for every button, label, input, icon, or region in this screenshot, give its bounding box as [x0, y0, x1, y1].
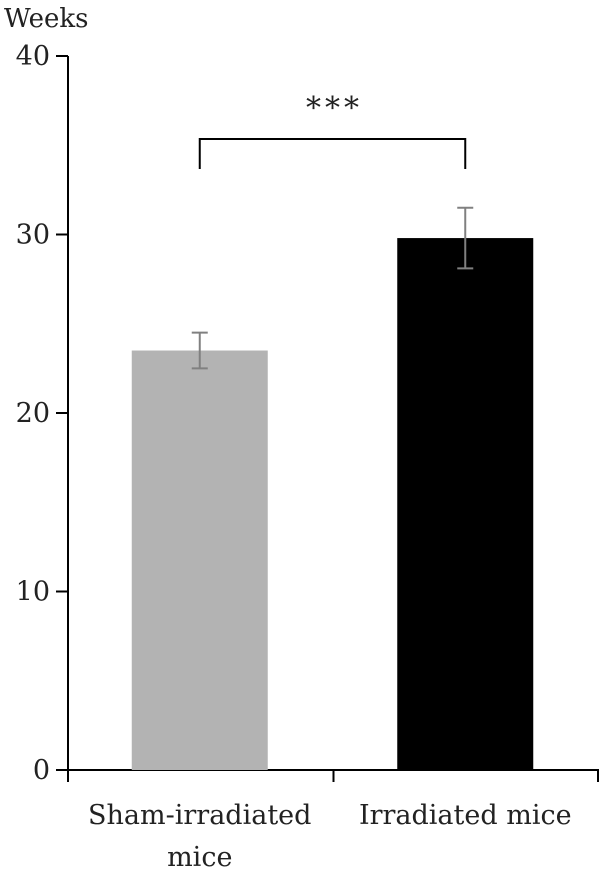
category-label: Sham-irradiated [88, 800, 311, 831]
y-tick-label: 40 [16, 41, 50, 72]
significance-bracket-line [198, 138, 467, 169]
category-labels: Sham-irradiated mice Irradiated mice [88, 800, 572, 872]
significance-bracket: *** [198, 91, 467, 169]
y-tick-label: 20 [16, 398, 50, 429]
bar [131, 350, 268, 770]
y-tick-label: 30 [16, 220, 50, 251]
y-axis: 0 10 20 30 40 [16, 41, 69, 786]
x-axis [67, 769, 599, 782]
y-tick-label: 10 [16, 577, 50, 608]
significance-marker: *** [306, 91, 363, 126]
category-label: Irradiated mice [359, 800, 572, 831]
bar [397, 238, 534, 770]
error-bars [191, 206, 474, 370]
y-tick-label: 0 [33, 755, 50, 786]
bars [131, 238, 534, 770]
category-label: mice [167, 842, 232, 872]
y-axis-label: Weeks [4, 4, 88, 34]
